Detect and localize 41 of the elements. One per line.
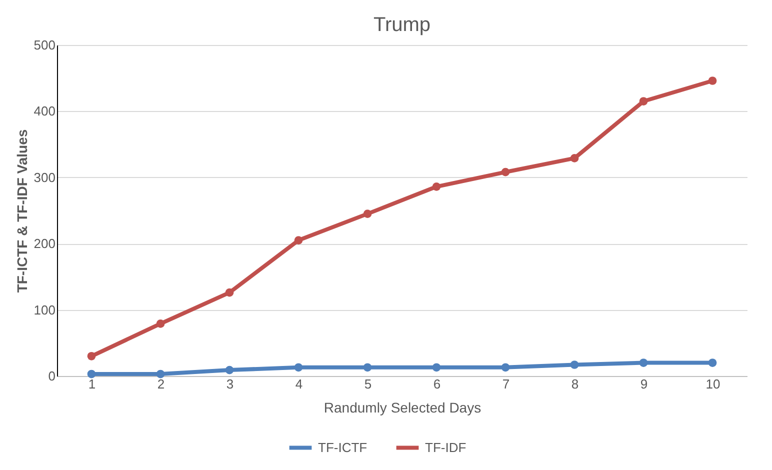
y-tick-label: 400 <box>34 104 56 119</box>
point <box>639 97 648 106</box>
y-tick-label: 500 <box>34 38 56 52</box>
x-tick-label: 6 <box>433 376 441 392</box>
x-tick-label: 8 <box>571 376 579 392</box>
point <box>432 182 441 191</box>
y-tick-label: 0 <box>48 368 56 384</box>
point <box>225 366 234 374</box>
y-tick-label: 200 <box>34 236 56 252</box>
y-axis-title: TF-ICTF & TF-IDF Values <box>14 129 30 293</box>
x-axis-title: Randumly Selected Days <box>324 400 482 416</box>
x-tick-label: 9 <box>640 376 648 392</box>
point <box>639 358 648 367</box>
y-tick-label: 300 <box>34 170 56 185</box>
point <box>294 363 303 372</box>
point <box>570 154 579 162</box>
chart-title: Trump <box>373 14 431 36</box>
point <box>225 288 234 297</box>
legend-label: TF-IDF <box>425 440 466 455</box>
point <box>87 370 96 378</box>
x-tick-label: 4 <box>295 376 303 392</box>
point <box>501 363 510 372</box>
point <box>87 352 96 360</box>
point <box>501 168 510 176</box>
point <box>570 360 579 369</box>
point <box>156 370 165 378</box>
x-tick-label: 5 <box>364 376 372 392</box>
point <box>432 363 441 372</box>
point <box>294 236 303 244</box>
x-tick-label: 7 <box>502 376 510 392</box>
point <box>708 76 717 85</box>
x-tick-label: 10 <box>706 376 720 392</box>
point <box>708 358 717 367</box>
legend-label: TF-ICTF <box>318 440 368 455</box>
point <box>363 210 372 218</box>
y-tick-label: 100 <box>34 302 56 318</box>
point <box>156 320 165 328</box>
x-tick-label: 2 <box>157 376 165 392</box>
x-tick-label: 3 <box>226 376 234 392</box>
point <box>363 363 372 372</box>
x-tick-label: 1 <box>88 376 96 392</box>
